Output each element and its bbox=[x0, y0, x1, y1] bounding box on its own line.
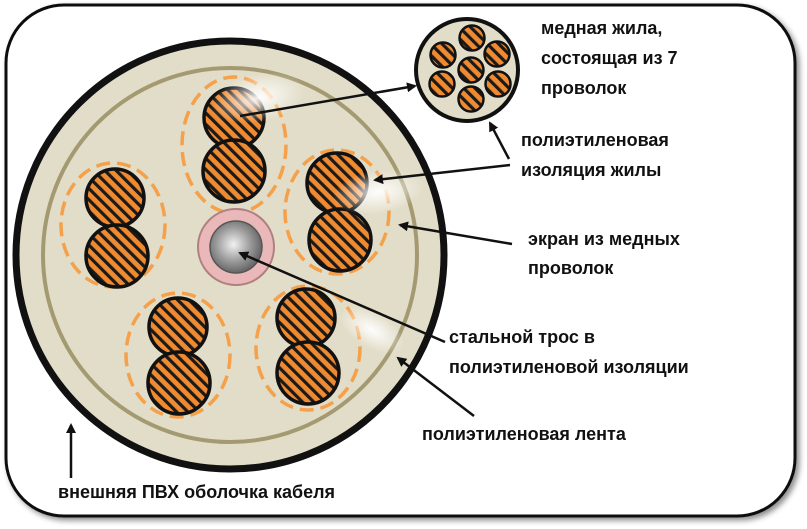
label-copper-core-line3: проволок bbox=[541, 78, 627, 98]
leader-arrows bbox=[66, 82, 513, 478]
inset-wire bbox=[457, 85, 485, 113]
label-copper-core-line1: медная жила, bbox=[541, 18, 662, 38]
label-screen-line1: экран из медных bbox=[528, 229, 680, 249]
arrow-to-steel-rope bbox=[238, 251, 446, 344]
inset-wire bbox=[428, 70, 456, 98]
copper-core bbox=[275, 287, 337, 349]
inset-wire bbox=[458, 24, 486, 52]
label-pe-tape: полиэтиленовая лента bbox=[422, 424, 627, 444]
arrow-to-inset bbox=[239, 82, 417, 118]
arrow-to-core-insulation bbox=[373, 163, 511, 185]
core-insulation-ring-bottom-left bbox=[124, 291, 232, 419]
label-screen-line2: проволок bbox=[528, 258, 614, 278]
copper-core bbox=[307, 207, 373, 273]
arrow-insulation-to-inset bbox=[488, 121, 511, 160]
label-steel-rope-line1: стальной трос в bbox=[449, 327, 595, 347]
inset-wire bbox=[483, 40, 511, 68]
highlight-glow bbox=[332, 169, 424, 215]
highlight-glow bbox=[339, 306, 405, 354]
inset-wire bbox=[429, 41, 457, 69]
label-steel-rope-line2: полиэтиленовой изоляции bbox=[449, 357, 689, 377]
highlight-glow bbox=[210, 72, 306, 124]
copper-core bbox=[146, 350, 212, 416]
copper-core bbox=[275, 340, 341, 406]
copper-core bbox=[84, 167, 146, 229]
copper-core bbox=[84, 223, 150, 289]
arrow-to-screen bbox=[398, 221, 513, 246]
copper-core bbox=[201, 138, 267, 204]
label-outer-sheath: внешняя ПВХ оболочка кабеля bbox=[58, 482, 335, 502]
inset-wire bbox=[484, 70, 512, 98]
label-copper-core-line2: состоящая из 7 bbox=[541, 48, 678, 68]
label-core-insulation-line1: полиэтиленовая bbox=[521, 130, 669, 150]
inset-wire bbox=[457, 56, 485, 84]
pe-tape-ring bbox=[41, 66, 419, 444]
copper-core bbox=[147, 296, 209, 358]
labels: медная жила, состоящая из 7 проволок пол… bbox=[58, 18, 689, 502]
arrow-to-pe-tape bbox=[396, 356, 475, 417]
label-core-insulation-line2: изоляция жилы bbox=[521, 160, 661, 180]
core-insulation-ring-bottom-right bbox=[254, 284, 362, 412]
steel-rope bbox=[209, 220, 263, 274]
inset-seven-wire-core bbox=[414, 17, 520, 123]
